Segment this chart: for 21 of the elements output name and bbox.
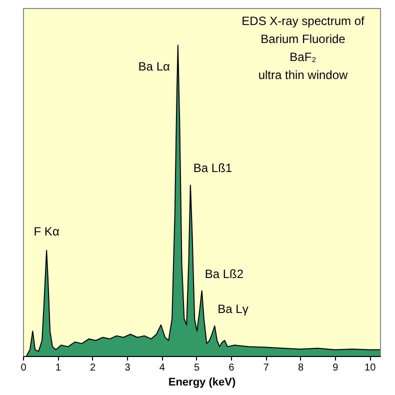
annotation: Ba Lß1 xyxy=(193,161,232,176)
x-tick-label: 1 xyxy=(55,362,62,374)
x-axis-title: Energy (keV) xyxy=(168,376,236,388)
annotation: ultra thin window xyxy=(258,68,348,82)
x-tick-label: 10 xyxy=(364,362,376,374)
annotation: Ba Lα xyxy=(138,59,170,74)
annotation: BaF₂ xyxy=(290,50,317,64)
annotation: F Kα xyxy=(34,224,60,238)
x-tick-label: 7 xyxy=(263,362,270,374)
x-tick-label: 6 xyxy=(228,362,235,374)
x-tick-label: 2 xyxy=(90,362,96,374)
text: EDS X-ray spectrum of xyxy=(242,14,366,28)
x-tick-label: 4 xyxy=(159,362,166,374)
annotation: Ba Lγ xyxy=(218,302,248,316)
annotation: Ba Lß2 xyxy=(204,266,244,281)
x-tick-label: 0 xyxy=(20,362,27,374)
x-tick-label: 8 xyxy=(298,362,304,374)
x-tick-label: 3 xyxy=(124,362,131,374)
x-tick-label: 5 xyxy=(194,362,200,374)
x-tick-label: 9 xyxy=(332,362,339,374)
annotation: Barium Fluoride xyxy=(260,32,346,46)
